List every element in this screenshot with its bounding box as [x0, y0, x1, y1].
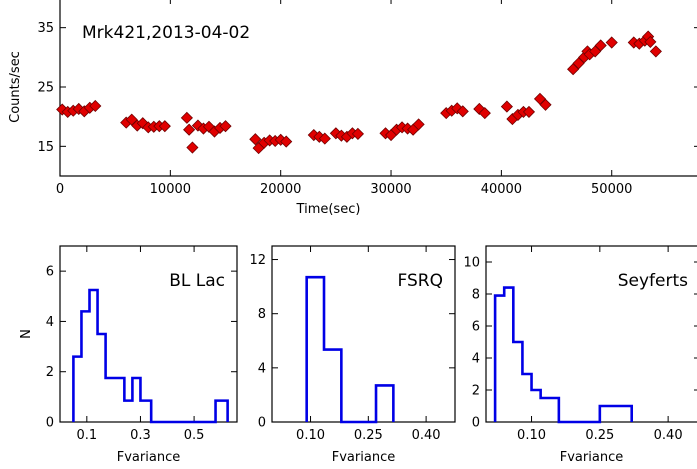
histogram-bar	[504, 288, 513, 422]
y-tick-label: 0	[472, 416, 480, 431]
chart-title: Mrk421,2013-04-02	[82, 23, 250, 43]
y-tick-label: 10	[463, 256, 480, 271]
x-tick-label: 0.40	[654, 428, 683, 443]
x-tick-label: 0.10	[517, 428, 546, 443]
data-point	[180, 111, 193, 124]
light-curve-panel: 0 10000 20000 30000 40000 50000 15 25 35 Time(sec…	[8, 0, 697, 217]
seyferts-histogram-panel: 0.10 0.25 0.40 0 2 4 6 8 10 Fvariance Seyferts	[463, 245, 697, 465]
x-tick-label: 0.40	[412, 428, 441, 443]
data-point	[249, 133, 262, 146]
data-point	[158, 120, 171, 133]
y-tick-label: 4	[46, 315, 54, 330]
y-tick-label: 8	[472, 288, 480, 303]
x-tick-label: 30000	[370, 182, 411, 197]
panel-annotation: BL Lac	[169, 271, 225, 291]
plot-frame	[59, 245, 238, 423]
histogram-bar	[600, 406, 609, 422]
histogram-bar	[132, 378, 140, 422]
data-point	[280, 135, 293, 148]
histogram-outline	[72, 288, 229, 424]
histogram-bar	[532, 390, 541, 422]
histogram-outline	[305, 275, 395, 424]
data-point	[186, 141, 199, 154]
histogram-bar	[376, 385, 393, 422]
histogram-bar	[216, 401, 228, 422]
fsrq-histogram-panel: 0.10 0.25 0.40 0 4 8 12 Fvariance FSRQ	[249, 245, 456, 465]
y-tick-label: 25	[37, 81, 54, 96]
histogram-bar	[541, 398, 550, 422]
data-point	[456, 105, 469, 118]
x-axis-label: Fvariance	[117, 450, 180, 465]
histogram-bar	[106, 378, 125, 422]
data-point	[594, 39, 607, 52]
y-tick-label: 0	[46, 416, 54, 431]
histogram-bar	[73, 357, 81, 422]
histogram-bar	[609, 406, 632, 422]
y-tick-label: 8	[258, 307, 266, 322]
histogram-bar	[324, 350, 341, 422]
histogram-bar	[124, 401, 132, 422]
x-tick-label: 0.10	[296, 428, 325, 443]
y-axis-label: Counts/sec	[8, 51, 23, 123]
x-tick-label: 0.5	[184, 428, 205, 443]
y-tick-label: 2	[46, 365, 54, 380]
data-point	[219, 120, 232, 133]
x-axis-label: Fvariance	[560, 450, 623, 465]
y-tick-label: 35	[37, 21, 54, 36]
x-tick-label: 10000	[150, 182, 191, 197]
histogram-bar	[90, 290, 98, 422]
y-tick-label: 6	[472, 320, 480, 335]
data-point	[539, 98, 552, 111]
x-tick-label: 0.1	[76, 428, 97, 443]
data-point	[522, 105, 536, 118]
x-tick-label: 0	[56, 182, 64, 197]
panel-annotation: FSRQ	[398, 271, 443, 291]
y-tick-label: 12	[249, 253, 266, 268]
data-point	[412, 118, 425, 131]
data-point	[605, 36, 618, 49]
data-point	[644, 35, 657, 48]
histogram-bar	[98, 334, 106, 422]
histogram-outline	[493, 286, 634, 424]
y-tick-label: 2	[472, 384, 480, 399]
y-tick-label: 6	[46, 265, 54, 280]
y-tick-label: 0	[258, 416, 266, 431]
x-axis-label: Time(sec)	[296, 202, 361, 217]
x-tick-label: 50000	[591, 182, 632, 197]
panel-annotation: Seyferts	[618, 271, 688, 291]
histogram-bar	[513, 342, 522, 422]
y-tick-label: 4	[258, 361, 266, 376]
histogram-bar	[495, 296, 504, 422]
x-tick-label: 0.25	[585, 428, 614, 443]
data-point	[183, 123, 196, 136]
histogram-bar	[81, 311, 89, 422]
histogram-bar	[522, 374, 531, 422]
x-tick-label: 0.3	[130, 428, 151, 443]
data-point	[500, 100, 513, 113]
x-tick-label: 20000	[260, 182, 301, 197]
data-point	[89, 99, 102, 113]
data-point	[318, 132, 331, 145]
x-tick-label: 0.25	[354, 428, 383, 443]
bl-lac-histogram-panel: 0.1 0.3 0.5 0 2 4 6 Fvariance N BL Lac	[19, 245, 238, 465]
histogram-bar	[307, 277, 324, 422]
data-point	[478, 107, 491, 120]
y-tick-label: 15	[37, 140, 54, 155]
histogram-bar	[550, 398, 559, 422]
data-point	[351, 127, 364, 140]
x-axis-label: Fvariance	[332, 450, 395, 465]
x-tick-label: 40000	[481, 182, 522, 197]
y-tick-label: 4	[472, 352, 480, 367]
data-point	[649, 45, 662, 58]
histogram-bar	[140, 401, 151, 422]
y-axis-label: N	[19, 329, 34, 339]
